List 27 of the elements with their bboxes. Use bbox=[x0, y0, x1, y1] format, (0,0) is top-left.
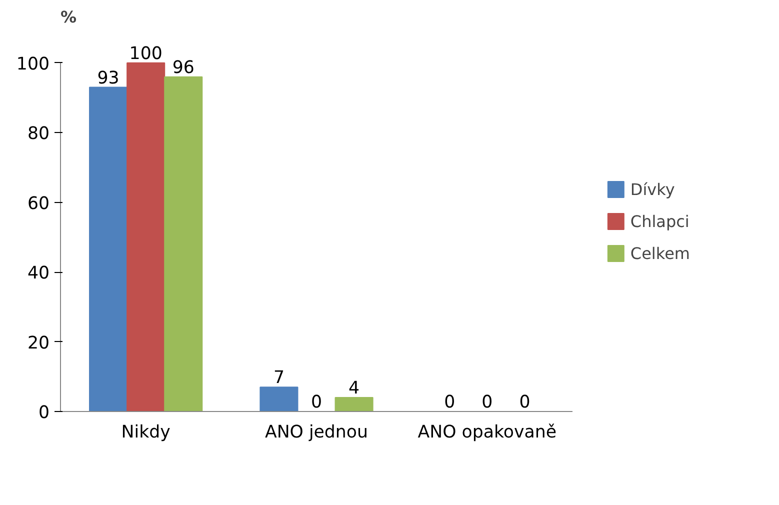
x-tick-label: ANO jednou bbox=[265, 422, 368, 442]
y-tick-label: 0 bbox=[38, 403, 50, 423]
y-tick-label: 80 bbox=[27, 124, 50, 144]
bar bbox=[260, 386, 298, 412]
bar bbox=[126, 62, 166, 412]
data-label: 0 bbox=[444, 392, 456, 412]
data-label: 96 bbox=[172, 58, 194, 78]
y-tick-label: 60 bbox=[27, 194, 50, 214]
legend-label: Celkem bbox=[630, 244, 690, 262]
y-tick-label: 40 bbox=[27, 264, 50, 284]
bar bbox=[164, 76, 203, 412]
legend-label: Dívky bbox=[630, 180, 675, 198]
data-label: 4 bbox=[348, 378, 360, 399]
y-tick-label: 20 bbox=[27, 333, 50, 354]
x-tick-label: ANO opakovaně bbox=[418, 422, 557, 442]
y-axis-title: % bbox=[60, 8, 77, 26]
data-label: 0 bbox=[482, 392, 493, 412]
data-label: 100 bbox=[129, 44, 162, 64]
data-label: 93 bbox=[97, 68, 120, 88]
bar bbox=[89, 86, 128, 412]
bar bbox=[334, 397, 374, 412]
data-label: 0 bbox=[310, 392, 322, 412]
legend-label: Chlapci bbox=[630, 212, 690, 230]
data-label: 0 bbox=[519, 392, 530, 412]
y-tick-label: 100 bbox=[16, 54, 50, 74]
data-label: 7 bbox=[273, 368, 284, 388]
x-tick-label: Nikdy bbox=[121, 422, 170, 442]
